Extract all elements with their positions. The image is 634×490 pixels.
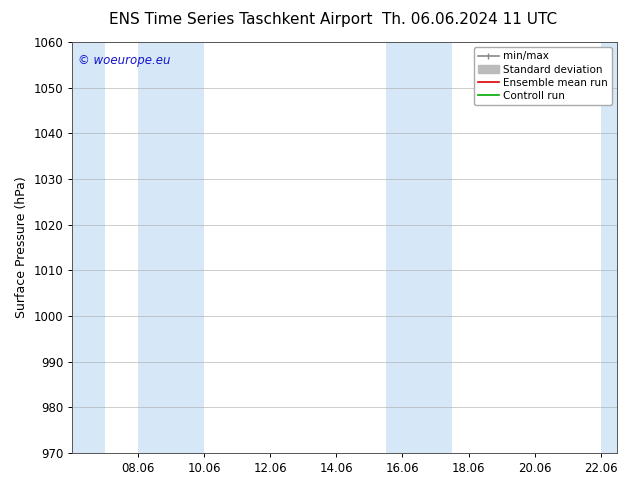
Text: © woeurope.eu: © woeurope.eu <box>78 54 171 68</box>
Bar <box>386 42 452 453</box>
Title: ENS Time Series Taschkent Airport      Th. 06.06.2024 11 UTC: ENS Time Series Taschkent Airport Th. 06… <box>0 489 1 490</box>
Bar <box>72 42 105 453</box>
Text: Th. 06.06.2024 11 UTC: Th. 06.06.2024 11 UTC <box>382 12 557 27</box>
Y-axis label: Surface Pressure (hPa): Surface Pressure (hPa) <box>15 176 28 318</box>
Text: ENS Time Series Taschkent Airport: ENS Time Series Taschkent Airport <box>109 12 373 27</box>
Bar <box>138 42 204 453</box>
Legend: min/max, Standard deviation, Ensemble mean run, Controll run: min/max, Standard deviation, Ensemble me… <box>474 47 612 105</box>
Bar <box>600 42 617 453</box>
